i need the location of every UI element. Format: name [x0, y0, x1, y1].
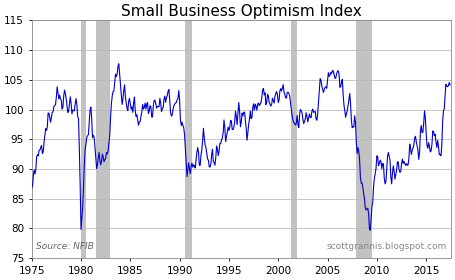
- Bar: [291, 20, 297, 258]
- Bar: [81, 20, 86, 258]
- Bar: [356, 20, 372, 258]
- Bar: [185, 20, 192, 258]
- Bar: [96, 20, 110, 258]
- Text: scottgrannis.blogspot.com: scottgrannis.blogspot.com: [326, 242, 447, 251]
- Title: Small Business Optimism Index: Small Business Optimism Index: [121, 4, 362, 19]
- Text: Source: NFIB: Source: NFIB: [36, 242, 94, 251]
